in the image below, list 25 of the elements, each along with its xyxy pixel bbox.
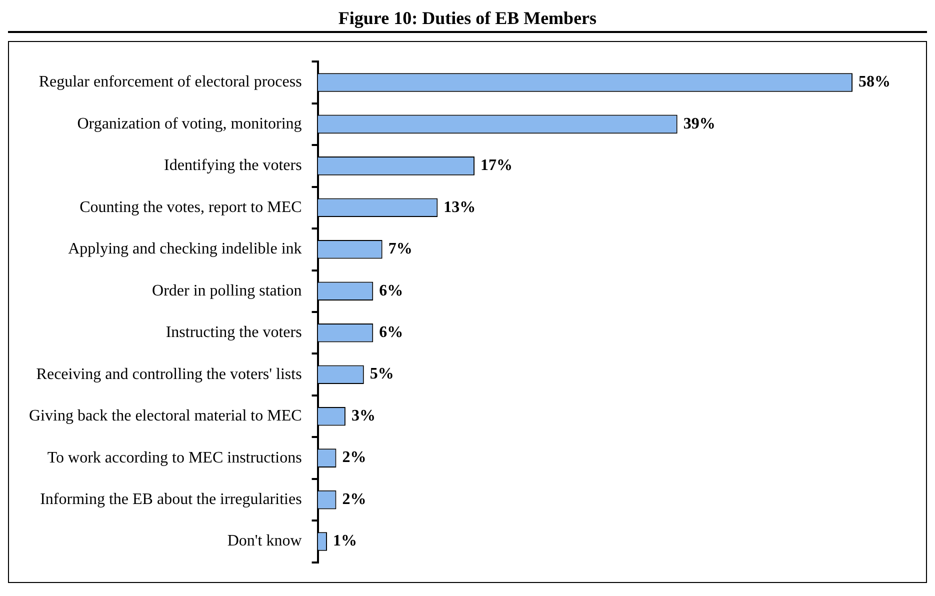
y-tick-label: Don't know	[227, 532, 302, 550]
y-tick-label: Regular enforcement of electoral process	[38, 74, 302, 91]
y-tick-label: Instructing the voters	[166, 324, 302, 342]
chart-title: Figure 10: Duties of EB Members	[8, 8, 927, 33]
y-tick-label: Counting the votes, report to MEC	[80, 198, 302, 216]
y-tick-label: Identifying the voters	[164, 157, 302, 174]
data-label: 3%	[351, 407, 376, 424]
data-label: 1%	[333, 532, 358, 550]
data-label: 39%	[683, 115, 716, 132]
y-tick-label: To work according to MEC instructions	[47, 449, 302, 466]
y-tick-label: Applying and checking indelible ink	[68, 240, 302, 258]
y-tick-label: Giving back the electoral material to MEC	[29, 408, 302, 425]
y-tick-label: Organization of voting, monitoring	[77, 115, 302, 132]
data-label: 17%	[480, 157, 513, 174]
y-tick-label: Receiving and controlling the voters' lists	[36, 366, 302, 383]
data-label: 6%	[379, 324, 404, 342]
data-label: 6%	[379, 282, 404, 300]
data-label: 7%	[388, 240, 412, 258]
data-label: 5%	[370, 366, 394, 383]
data-label: 2%	[342, 449, 366, 466]
y-tick-label: Informing the EB about the irregularities	[40, 491, 302, 508]
data-label: 2%	[342, 490, 366, 508]
y-tick-label: Order in polling station	[152, 282, 302, 300]
data-label: 58%	[858, 74, 891, 91]
data-label: 13%	[444, 198, 476, 216]
